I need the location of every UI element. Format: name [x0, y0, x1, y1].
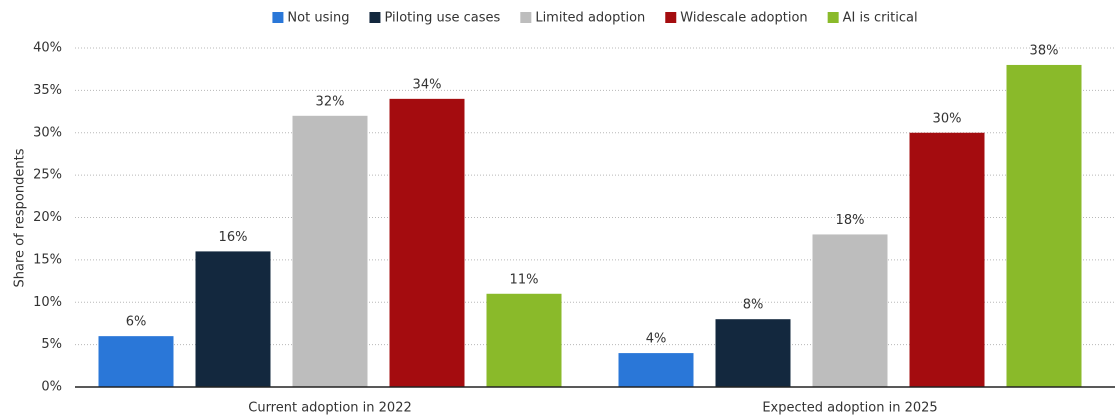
legend-swatch — [369, 12, 381, 23]
bar — [1006, 64, 1082, 387]
legend-swatch — [520, 12, 532, 23]
y-tick-label: 0% — [41, 380, 62, 395]
legend-label: Limited adoption — [535, 11, 645, 26]
value-label: 16% — [219, 230, 248, 245]
value-label: 34% — [413, 77, 442, 92]
value-label: 8% — [743, 298, 764, 313]
value-label: 18% — [836, 213, 865, 228]
bar — [812, 234, 888, 387]
legend-label: Not using — [287, 11, 349, 26]
value-label: 4% — [646, 332, 667, 347]
y-tick-label: 10% — [33, 295, 62, 310]
x-tick-label: Current adoption in 2022 — [248, 401, 411, 416]
bar — [486, 293, 562, 387]
y-tick-label: 35% — [33, 83, 62, 98]
y-tick-label: 15% — [33, 252, 62, 267]
value-label: 38% — [1030, 43, 1059, 58]
bar — [292, 115, 368, 388]
value-label: 11% — [510, 272, 539, 287]
legend-swatch — [665, 12, 677, 23]
bar — [389, 98, 465, 387]
bar — [195, 251, 271, 387]
legend-label: AI is critical — [843, 11, 918, 26]
y-tick-label: 20% — [33, 210, 62, 225]
bar — [618, 353, 694, 387]
bar — [98, 336, 174, 387]
y-tick-label: 30% — [33, 125, 62, 140]
x-tick-label: Expected adoption in 2025 — [762, 401, 937, 416]
legend-label: Widescale adoption — [680, 11, 807, 26]
legend-swatch — [827, 12, 839, 23]
legend-swatch — [272, 12, 284, 23]
value-label: 6% — [126, 315, 147, 330]
y-tick-label: 25% — [33, 168, 62, 183]
y-tick-label: 5% — [41, 337, 62, 352]
value-label: 30% — [933, 111, 962, 126]
y-tick-label: 40% — [33, 41, 62, 56]
y-axis-label: Share of respondents — [13, 148, 28, 287]
bar — [715, 319, 791, 387]
bar — [909, 132, 985, 387]
value-label: 32% — [316, 94, 345, 109]
legend-label: Piloting use cases — [384, 11, 500, 26]
